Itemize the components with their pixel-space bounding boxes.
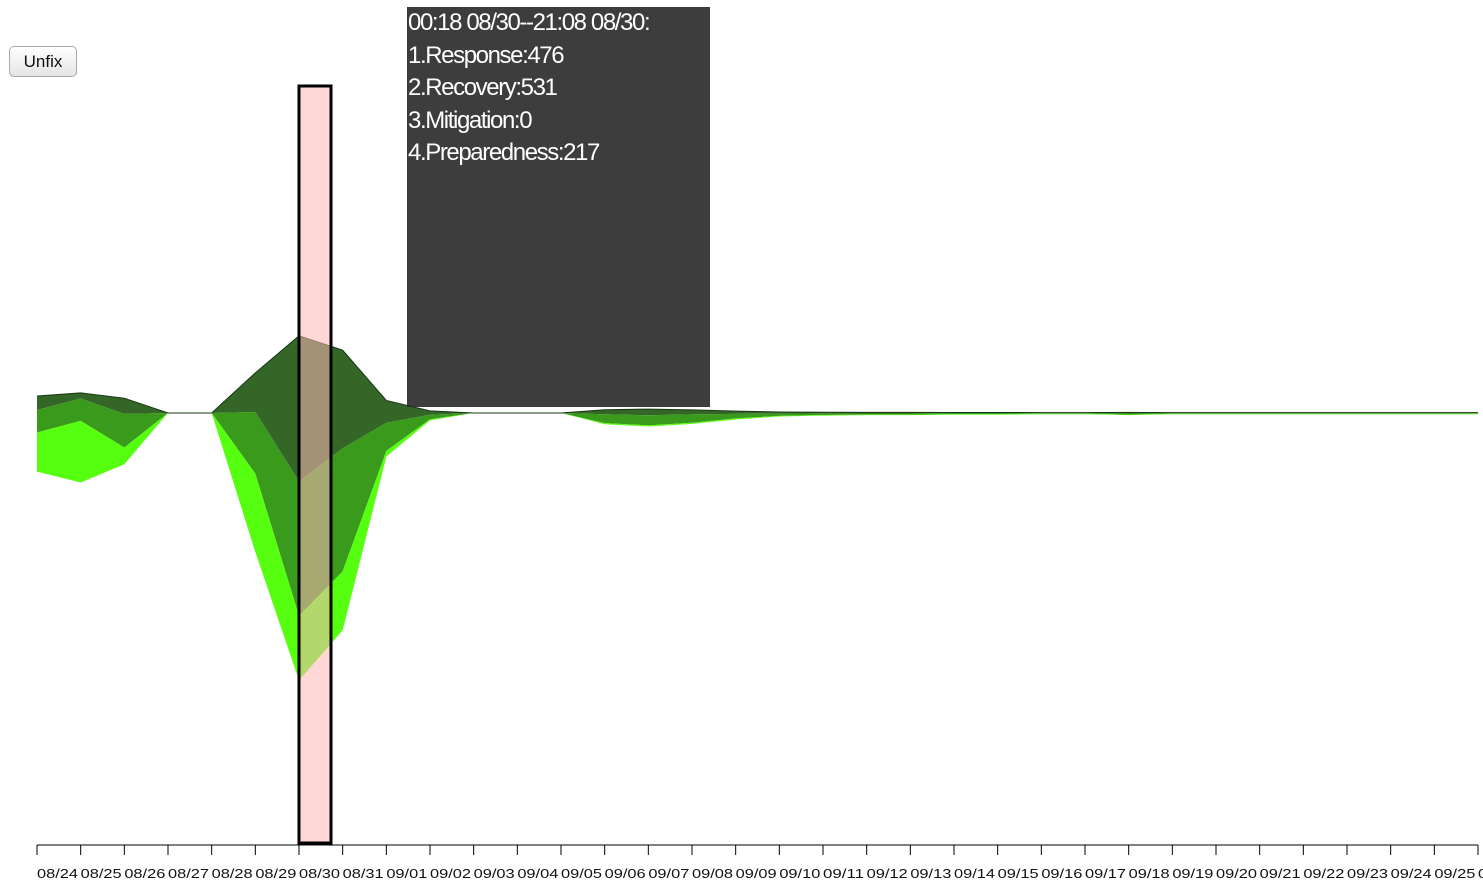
- x-tick-label: 09/25: [1434, 866, 1475, 881]
- x-tick-label: 08/27: [168, 866, 209, 881]
- x-tick-label: 09/01: [386, 866, 427, 881]
- x-axis: 08/24 08/25 08/26 08/27 08/28 08/29 08/30 08/31…: [36, 844, 1483, 881]
- x-tick-label: 09/12: [867, 866, 908, 881]
- stream-layers: [36, 335, 1478, 681]
- unfix-button[interactable]: Unfix: [9, 46, 77, 77]
- x-tick-label: 09/02: [430, 866, 471, 881]
- x-tick-label: 09/05: [561, 866, 602, 881]
- x-tick-label: 08/24: [37, 866, 78, 881]
- x-tick-label: 09/22: [1303, 866, 1344, 881]
- x-tick-label: 09/16: [1041, 866, 1082, 881]
- x-tick-label: 08/28: [212, 866, 253, 881]
- x-tick-label: 08/29: [255, 866, 296, 881]
- x-tick-label: 09/18: [1129, 866, 1170, 881]
- x-tick-label: 08/31: [343, 866, 384, 881]
- x-tick-label: 09/07: [648, 866, 689, 881]
- x-tick-label: 09/14: [954, 866, 995, 881]
- stream-baseline: [36, 335, 1478, 414]
- x-tick-label: 09/15: [998, 866, 1039, 881]
- x-tick-label: 09/26: [1478, 866, 1483, 881]
- x-tick-label: 09/06: [605, 866, 646, 881]
- x-tick-label: 09/10: [779, 866, 820, 881]
- x-tick-label: 08/30: [299, 866, 340, 881]
- x-tick-label: 09/09: [736, 866, 777, 881]
- tooltip-line-response: 1.Response:476: [408, 41, 565, 69]
- x-tick-label: 09/20: [1216, 866, 1257, 881]
- x-tick-label: 09/03: [474, 866, 515, 881]
- x-tick-label: 09/21: [1260, 866, 1301, 881]
- tooltip-header: 00:18 08/30--21:08 08/30:: [408, 9, 651, 36]
- x-tick-label: 09/19: [1172, 866, 1213, 881]
- x-tick-label: 09/24: [1391, 866, 1432, 881]
- x-tick-label: 08/25: [81, 866, 122, 881]
- tooltip-line-preparedness: 4.Preparedness:217: [408, 139, 600, 166]
- x-tick-label: 09/13: [910, 866, 951, 881]
- tooltip-line-mitigation: 3.Mitigation:0: [408, 106, 533, 134]
- x-tick-label: 09/23: [1347, 866, 1388, 881]
- x-tick-label: 09/04: [517, 866, 558, 881]
- tooltip-line-recovery: 2.Recovery:531: [408, 74, 558, 101]
- x-tick-label: 08/26: [124, 866, 165, 881]
- x-tick-label: 09/11: [823, 866, 864, 881]
- x-tick-label: 09/17: [1085, 866, 1126, 881]
- selection-highlight[interactable]: [297, 84, 333, 845]
- selection-highlight-layer[interactable]: [297, 84, 333, 845]
- x-tick-label: 09/08: [692, 866, 733, 881]
- tooltip: 00:18 08/30--21:08 08/30: 1.Response:476…: [407, 7, 710, 407]
